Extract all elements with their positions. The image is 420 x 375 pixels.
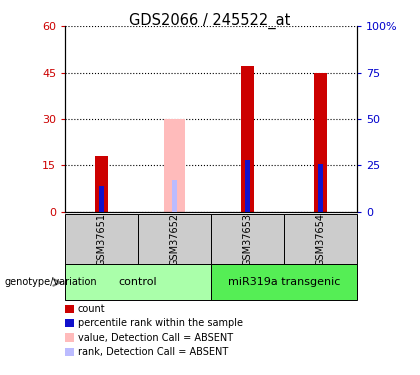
Bar xyxy=(314,73,327,212)
Text: control: control xyxy=(119,277,158,287)
Text: GSM37653: GSM37653 xyxy=(242,213,252,266)
Text: GSM37654: GSM37654 xyxy=(315,213,326,266)
Bar xyxy=(95,156,108,212)
Text: genotype/variation: genotype/variation xyxy=(4,277,97,287)
Bar xyxy=(284,214,357,264)
Bar xyxy=(65,264,211,300)
Bar xyxy=(138,214,211,264)
Bar xyxy=(164,119,185,212)
Text: count: count xyxy=(78,304,105,314)
Bar xyxy=(211,214,284,264)
Text: percentile rank within the sample: percentile rank within the sample xyxy=(78,318,243,328)
Text: GDS2066 / 245522_at: GDS2066 / 245522_at xyxy=(129,13,291,29)
Bar xyxy=(241,66,254,212)
Bar xyxy=(65,214,138,264)
Text: miR319a transgenic: miR319a transgenic xyxy=(228,277,340,287)
Bar xyxy=(100,186,104,212)
Text: value, Detection Call = ABSENT: value, Detection Call = ABSENT xyxy=(78,333,233,342)
Bar xyxy=(172,180,177,212)
Text: GSM37651: GSM37651 xyxy=(97,213,107,266)
Bar xyxy=(211,264,357,300)
Text: GSM37652: GSM37652 xyxy=(170,213,180,266)
Bar xyxy=(318,164,323,212)
Text: rank, Detection Call = ABSENT: rank, Detection Call = ABSENT xyxy=(78,347,228,357)
Bar xyxy=(245,160,250,212)
